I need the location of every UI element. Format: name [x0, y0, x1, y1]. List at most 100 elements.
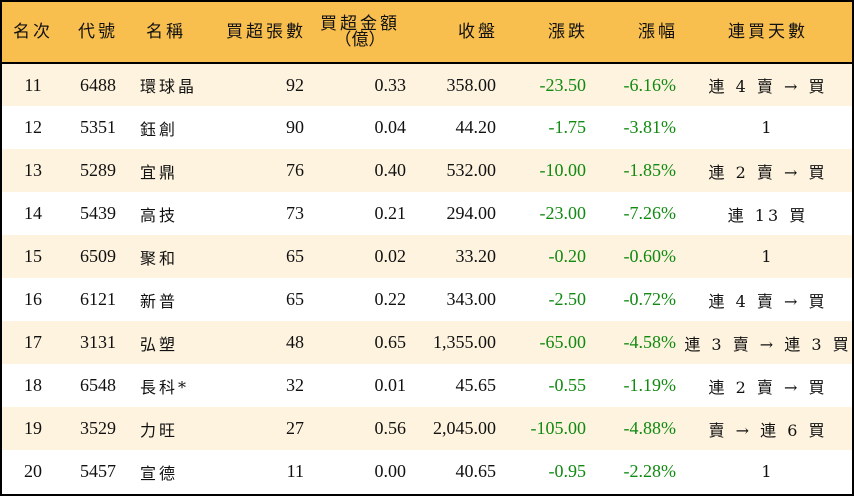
table-row: 16 6121 新普 65 0.22 343.00 -2.50 -0.72% 連… — [2, 278, 852, 321]
header-code: 代號 — [78, 22, 118, 42]
cell-change: -0.95 — [548, 461, 587, 481]
cell-close: 2,045.00 — [433, 418, 496, 438]
cell-streak: 1 — [761, 118, 775, 137]
cell-code: 6488 — [80, 74, 116, 95]
header-change: 漲跌 — [548, 22, 588, 42]
cell-net-buy-lots: 92 — [286, 74, 304, 95]
cell-code: 5289 — [80, 160, 116, 180]
cell-net-buy-amount: 0.01 — [374, 375, 407, 395]
cell-change-pct: -2.28% — [623, 461, 677, 481]
cell-net-buy-amount: 0.21 — [374, 203, 407, 223]
cell-close: 40.65 — [455, 461, 497, 481]
cell-rank: 20 — [24, 461, 42, 481]
cell-code: 6548 — [80, 375, 116, 395]
cell-rank: 18 — [24, 375, 42, 395]
cell-name: 新普 — [140, 291, 179, 311]
cell-change: -23.00 — [539, 203, 587, 223]
table-row: 17 3131 弘塑 48 0.65 1,355.00 -65.00 -4.58… — [2, 321, 852, 364]
cell-change: -105.00 — [530, 418, 587, 438]
cell-rank: 14 — [24, 203, 42, 223]
cell-rank: 15 — [24, 246, 42, 266]
cell-streak: 連 2 賣 → 買 — [708, 162, 828, 182]
cell-close: 44.20 — [455, 117, 497, 137]
cell-name: 力旺 — [140, 420, 179, 440]
cell-streak: 1 — [761, 462, 775, 481]
cell-code: 6509 — [80, 246, 116, 266]
cell-streak: 連 3 賣 → 連 3 買 — [684, 334, 852, 354]
cell-rank: 13 — [24, 160, 42, 180]
cell-change-pct: -0.60% — [623, 246, 677, 266]
cell-name: 長科* — [140, 377, 190, 397]
cell-streak: 連 4 賣 → 買 — [708, 77, 828, 96]
cell-code: 3131 — [80, 332, 116, 352]
cell-net-buy-lots: 76 — [286, 160, 304, 180]
cell-change: -2.50 — [548, 289, 587, 309]
table-row: 11 6488 環球晶 92 0.33 358.00 -23.50 -6.16%… — [2, 63, 852, 106]
cell-change: -0.20 — [548, 246, 587, 266]
cell-net-buy-amount: 0.65 — [374, 332, 407, 352]
cell-streak: 賣 → 連 6 買 — [708, 420, 828, 440]
cell-change-pct: -3.81% — [623, 117, 677, 137]
cell-close: 45.65 — [455, 375, 497, 395]
cell-rank: 16 — [24, 289, 42, 309]
header-close: 收盤 — [458, 22, 498, 42]
cell-rank: 19 — [24, 418, 42, 438]
cell-close: 358.00 — [446, 74, 497, 95]
cell-close: 33.20 — [455, 246, 497, 266]
cell-net-buy-amount: 0.00 — [374, 461, 407, 481]
cell-change-pct: -4.88% — [623, 418, 677, 438]
cell-close: 1,355.00 — [433, 332, 496, 352]
cell-streak: 1 — [761, 247, 775, 266]
cell-rank: 12 — [24, 117, 42, 137]
cell-rank: 17 — [24, 332, 42, 352]
cell-net-buy-lots: 65 — [286, 246, 304, 266]
cell-code: 5457 — [80, 461, 116, 481]
cell-net-buy-amount: 0.40 — [374, 160, 407, 180]
table-row: 19 3529 力旺 27 0.56 2,045.00 -105.00 -4.8… — [2, 407, 852, 450]
cell-name: 鈺創 — [140, 119, 179, 139]
cell-name: 弘塑 — [140, 334, 179, 354]
table-row: 18 6548 長科* 32 0.01 45.65 -0.55 -1.19% 連… — [2, 364, 852, 407]
table-row: 15 6509 聚和 65 0.02 33.20 -0.20 -0.60% 1 — [2, 235, 852, 278]
cell-change-pct: -6.16% — [623, 74, 677, 95]
cell-change: -10.00 — [539, 160, 587, 180]
cell-net-buy-lots: 27 — [286, 418, 304, 438]
cell-close: 294.00 — [446, 203, 497, 223]
cell-streak: 連 4 賣 → 買 — [708, 291, 828, 311]
cell-code: 5439 — [80, 203, 116, 223]
cell-net-buy-lots: 65 — [286, 289, 304, 309]
cell-name: 宣德 — [140, 463, 179, 483]
cell-code: 6121 — [80, 289, 116, 309]
cell-change: -1.75 — [548, 117, 587, 137]
cell-rank: 11 — [24, 74, 42, 95]
cell-net-buy-lots: 11 — [286, 461, 304, 481]
table-row: 13 5289 宜鼎 76 0.40 532.00 -10.00 -1.85% … — [2, 149, 852, 192]
header-name: 名稱 — [146, 22, 186, 42]
cell-net-buy-amount: 0.22 — [374, 289, 407, 309]
cell-net-buy-lots: 48 — [286, 332, 304, 352]
cell-net-buy-lots: 73 — [286, 203, 304, 223]
cell-change: -65.00 — [539, 332, 587, 352]
cell-change-pct: -0.72% — [623, 289, 677, 309]
table-row: 12 5351 鈺創 90 0.04 44.20 -1.75 -3.81% 1 — [2, 106, 852, 149]
cell-close: 532.00 — [446, 160, 497, 180]
cell-name: 環球晶 — [140, 77, 198, 96]
cell-change: -23.50 — [539, 74, 587, 95]
cell-net-buy-amount: 0.02 — [374, 246, 407, 266]
cell-change: -0.55 — [548, 375, 587, 395]
cell-net-buy-lots: 90 — [286, 117, 304, 137]
header-rank: 名次 — [13, 22, 53, 42]
cell-code: 3529 — [80, 418, 116, 438]
header-streak: 連買天數 — [728, 22, 808, 42]
header-net-buy-amount: 買超金額 （億） — [312, 2, 414, 63]
cell-streak: 連 13 買 — [727, 205, 809, 225]
cell-net-buy-amount: 0.56 — [374, 418, 407, 438]
cell-change-pct: -7.26% — [623, 203, 677, 223]
cell-name: 宜鼎 — [140, 162, 179, 182]
cell-net-buy-amount: 0.33 — [374, 74, 407, 95]
cell-change-pct: -4.58% — [623, 332, 677, 352]
table-row: 14 5439 高技 73 0.21 294.00 -23.00 -7.26% … — [2, 192, 852, 235]
cell-name: 高技 — [140, 205, 179, 225]
